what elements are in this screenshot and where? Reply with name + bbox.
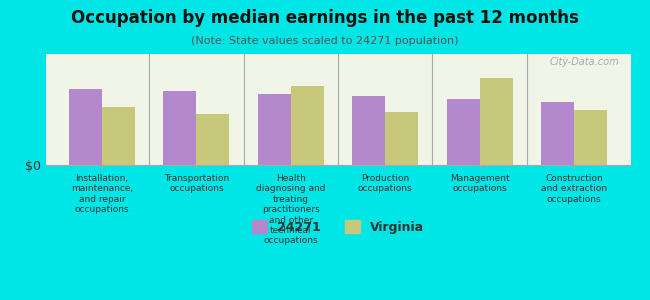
Bar (102, 107, 135, 165)
Bar (291, 86, 324, 165)
Bar (352, 96, 385, 165)
Bar (480, 78, 513, 165)
Text: City-Data.com: City-Data.com (549, 57, 619, 67)
Bar (541, 102, 574, 165)
Bar (385, 112, 418, 165)
Bar (447, 100, 480, 165)
Bar (574, 110, 607, 165)
Bar (69, 89, 102, 165)
Bar (163, 91, 196, 165)
Legend: 24271, Virginia: 24271, Virginia (246, 215, 430, 239)
Bar (196, 114, 229, 165)
Text: (Note: State values scaled to 24271 population): (Note: State values scaled to 24271 popu… (191, 36, 459, 46)
Bar (258, 94, 291, 165)
Text: Occupation by median earnings in the past 12 months: Occupation by median earnings in the pas… (71, 9, 579, 27)
